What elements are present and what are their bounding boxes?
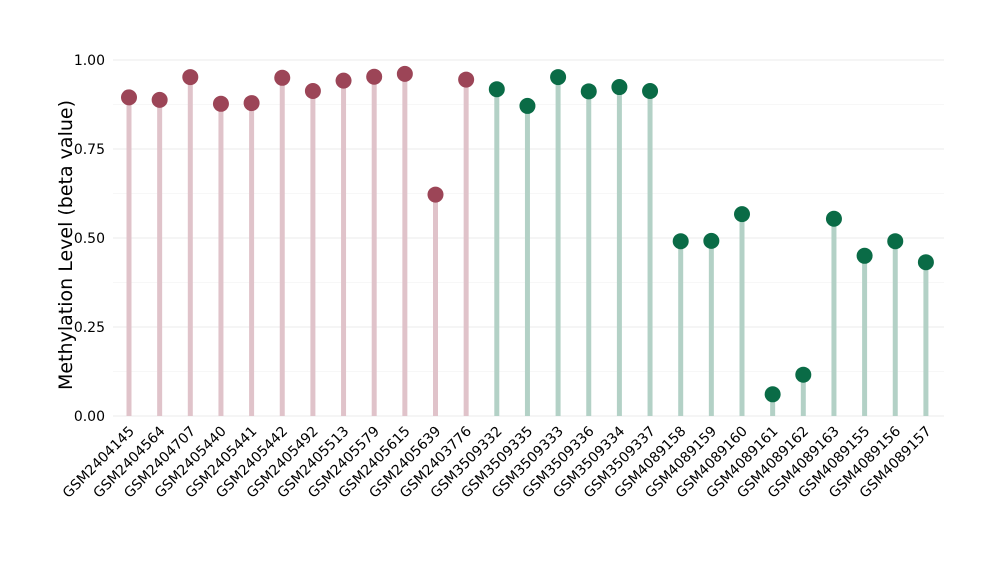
point-GSM2404707 (182, 69, 199, 86)
lollipop-stems (126, 73, 929, 416)
point-GSM2403776 (458, 71, 475, 88)
lollipop-points (121, 65, 934, 403)
point-GSM2405492 (304, 82, 321, 99)
point-GSM2405441 (243, 95, 260, 112)
point-GSM4089157 (917, 254, 934, 271)
y-tick-label: 1.00 (74, 53, 105, 69)
point-GSM4089163 (825, 210, 842, 227)
point-GSM3509334 (611, 79, 628, 96)
point-GSM2405579 (366, 68, 383, 85)
y-axis-ticks: 0.00 0.25 0.50 0.75 1.00 (74, 53, 105, 425)
y-axis-title: Methylation Level (beta value) (55, 100, 77, 390)
point-GSM2405615 (396, 65, 413, 82)
point-GSM4089156 (887, 233, 904, 250)
point-GSM4089159 (703, 232, 720, 249)
point-GSM3509335 (519, 97, 536, 114)
point-GSM4089158 (672, 233, 689, 250)
point-GSM4089155 (856, 247, 873, 264)
point-GSM3509337 (642, 82, 659, 99)
point-GSM4089161 (764, 386, 781, 403)
point-GSM3509332 (488, 81, 505, 98)
y-tick-label: 0.00 (74, 409, 105, 425)
y-tick-label: 0.50 (74, 231, 105, 247)
point-GSM4089162 (795, 366, 812, 383)
point-GSM4089160 (734, 206, 750, 223)
point-GSM2405513 (335, 72, 352, 89)
point-GSM2404145 (121, 89, 137, 106)
x-axis-ticks: GSM2404145GSM2404564GSM2404707GSM2405440… (60, 423, 935, 501)
point-GSM2405440 (212, 95, 229, 112)
point-GSM3509333 (550, 69, 567, 86)
point-GSM2405639 (427, 186, 444, 203)
point-GSM3509336 (580, 83, 597, 100)
y-tick-label: 0.75 (74, 142, 105, 158)
point-GSM2404564 (151, 91, 168, 108)
point-GSM2405442 (274, 69, 291, 86)
y-tick-label: 0.25 (74, 320, 105, 336)
